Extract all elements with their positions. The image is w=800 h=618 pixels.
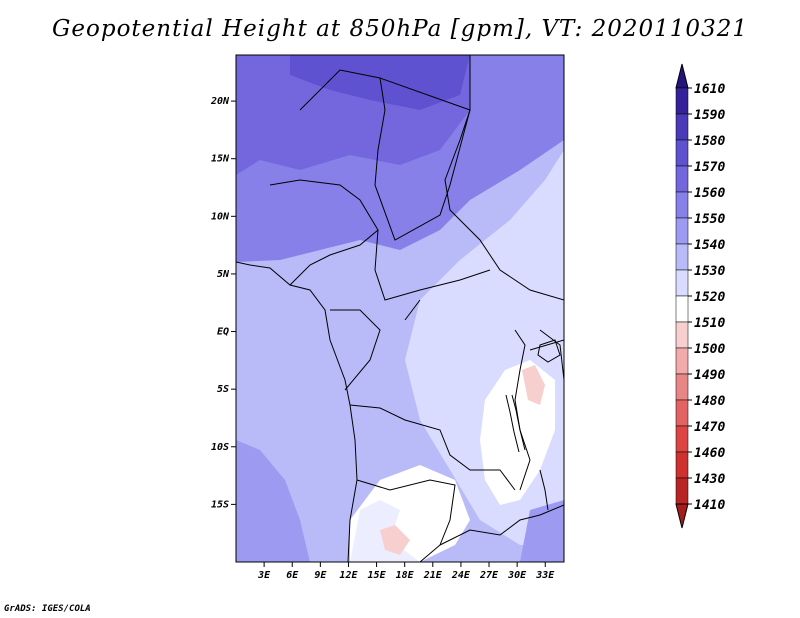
colorbar-arrow-bottom xyxy=(675,503,689,529)
x-tick-label: 30E xyxy=(507,570,527,581)
map-frame xyxy=(235,54,565,563)
y-tick-label: EQ xyxy=(217,327,229,338)
colorbar-label: 1540 xyxy=(694,238,725,253)
colorbar-swatch xyxy=(675,87,689,115)
colorbar-swatch xyxy=(675,373,689,401)
colorbar-label: 1410 xyxy=(694,498,725,513)
y-tick-label: 15N xyxy=(211,154,230,165)
x-tick-label: 3E xyxy=(257,570,271,581)
colorbar-swatch xyxy=(675,139,689,167)
lake-tanganyika xyxy=(505,394,526,453)
x-tick-label: 9E xyxy=(314,570,327,581)
field-pink-south xyxy=(380,525,410,555)
colorbar-label: 1470 xyxy=(694,420,725,435)
lake-victoria xyxy=(537,339,561,363)
border-tanzania xyxy=(529,329,564,381)
colorbar-swatch xyxy=(675,269,689,297)
boundaries xyxy=(236,55,564,562)
y-tick-label: 5S xyxy=(217,384,229,395)
y-tick-label: 15S xyxy=(211,499,229,510)
colorbar-swatch xyxy=(675,347,689,375)
x-tick-label: 15E xyxy=(368,570,387,581)
colorbar-swatch xyxy=(675,191,689,219)
colorbar-label: 1550 xyxy=(694,212,725,227)
colorbar-label: 1430 xyxy=(694,472,725,487)
x-tick-label: 18E xyxy=(396,570,415,581)
border-chad xyxy=(374,77,471,241)
colorbar-label: 1570 xyxy=(694,160,725,175)
colorbar-label: 1500 xyxy=(694,342,725,357)
x-tick-label: 6E xyxy=(286,570,299,581)
colorbar-swatch xyxy=(675,477,689,505)
colorbar-swatch xyxy=(675,243,689,271)
colorbar-swatch xyxy=(675,321,689,349)
colorbar-label: 1480 xyxy=(694,394,725,409)
credit-text: GrADS: IGES/COLA xyxy=(4,604,91,614)
y-tick-label: 5N xyxy=(217,269,230,280)
colorbar-swatch xyxy=(675,451,689,479)
colorbar-label: 1590 xyxy=(694,108,725,123)
colorbar-label: 1520 xyxy=(694,290,725,305)
x-tick-label: 24E xyxy=(451,570,471,581)
border-congo xyxy=(330,299,421,391)
lake-malawi xyxy=(539,469,549,511)
y-axis: 15S 10S 5S EQ 5N 10N 15N 20N xyxy=(210,96,236,510)
x-axis: 3E 6E 9E 12E 15E 18E 21E 24E 27E 30E 33E xyxy=(257,562,555,581)
border-east xyxy=(514,329,531,491)
colorbar-label: 1560 xyxy=(694,186,725,201)
x-tick-label: 21E xyxy=(423,570,443,581)
x-tick-label: 12E xyxy=(339,570,358,581)
colorbar-label: 1460 xyxy=(694,446,725,461)
field-atlantic-1545 xyxy=(236,440,310,562)
border-sudan xyxy=(444,109,564,301)
colorbar-swatch xyxy=(675,425,689,453)
colorbar-label: 1530 xyxy=(694,264,725,279)
colorbar-label: 1510 xyxy=(694,316,725,331)
colorbar-swatch xyxy=(675,295,689,323)
y-tick-label: 10S xyxy=(211,442,229,453)
field-se-1540 xyxy=(520,500,564,562)
chart-title: Geopotential Height at 850hPa [gpm], VT:… xyxy=(52,16,748,42)
field-highest-north xyxy=(290,55,470,110)
colorbar-swatch xyxy=(675,217,689,245)
colorbar-label: 1610 xyxy=(694,82,725,97)
colorbar-label: 1490 xyxy=(694,368,725,383)
colorbar-label: 1580 xyxy=(694,134,725,149)
height-field xyxy=(236,55,564,562)
border-car xyxy=(374,229,491,301)
x-tick-label: 33E xyxy=(535,570,555,581)
border-zambia xyxy=(439,504,564,546)
field-pink-east xyxy=(522,365,545,405)
colorbar-swatch xyxy=(675,399,689,427)
colorbar: 1610 1590 1580 1570 1560 1550 1540 1530 1520 1510… xyxy=(675,63,725,529)
border-drc xyxy=(349,404,516,491)
colorbar-swatch xyxy=(675,113,689,141)
y-tick-label: 20N xyxy=(210,96,230,107)
colorbar-swatch xyxy=(675,165,689,193)
y-tick-label: 10N xyxy=(211,211,230,222)
x-tick-label: 27E xyxy=(479,570,499,581)
colorbar-arrow-top xyxy=(675,63,689,89)
